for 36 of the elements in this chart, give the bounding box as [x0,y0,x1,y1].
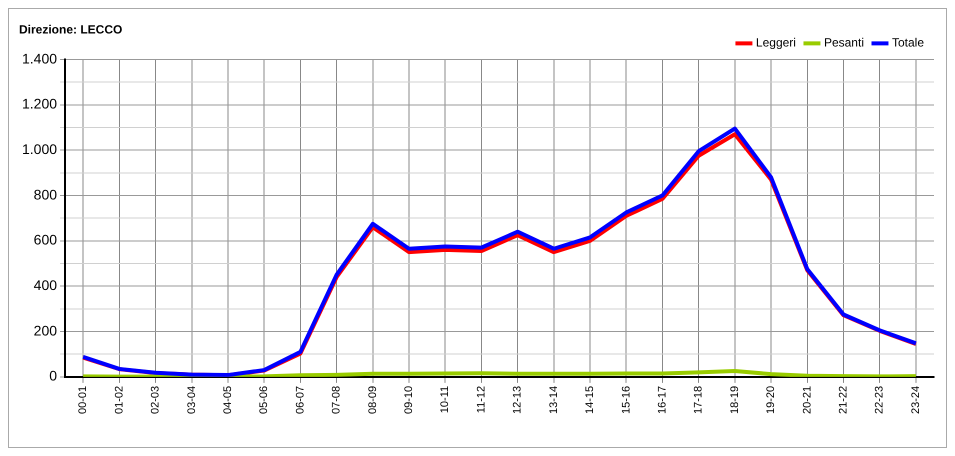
x-tick-label: 13-14 [548,386,560,414]
y-tick-label: 1.200 [22,96,58,112]
x-tick-label: 03-04 [186,386,198,414]
legend-label: Totale [892,36,924,50]
x-tick-label: 11-12 [475,386,488,414]
x-tick-label: 16-17 [656,386,668,414]
x-tick-label: 15-16 [620,386,632,414]
x-tick-label: 18-19 [728,386,741,414]
x-tick-label: 04-05 [222,386,234,414]
x-tick-label: 20-21 [801,386,814,414]
x-tick-label: 06-07 [294,386,306,414]
x-tick-label: 17-18 [692,386,705,414]
y-tick-label: 400 [34,277,58,294]
x-tick-label: 01-02 [113,386,126,414]
x-tick-label: 12-13 [512,386,524,414]
x-tick-label: 22-23 [874,386,886,414]
x-tick-label: 05-06 [258,386,270,414]
chart-title: Direzione: LECCO [19,22,122,37]
y-tick-label: 800 [34,186,58,202]
y-tick-label: 600 [34,232,58,248]
x-tick-label: 07-08 [330,386,343,414]
x-tick-label: 02-03 [150,386,162,414]
y-tick-label: 0 [49,368,58,384]
x-tick-label: 10-11 [439,386,452,414]
y-tick-label: 1.000 [22,140,58,157]
legend-label: Leggeri [756,36,796,50]
x-tick-label: 08-09 [366,386,379,414]
x-tick-label: 21-22 [838,386,850,414]
x-tick-label: 14-15 [584,386,596,414]
y-tick-label: 200 [34,322,58,338]
y-tick-label: 1.400 [22,50,58,66]
x-tick-label: 19-20 [765,386,778,414]
x-tick-label: 00-01 [77,386,90,414]
legend-label: Pesanti [824,36,864,50]
x-tick-label: 09-10 [403,386,416,414]
x-tick-label: 23-24 [910,386,922,414]
